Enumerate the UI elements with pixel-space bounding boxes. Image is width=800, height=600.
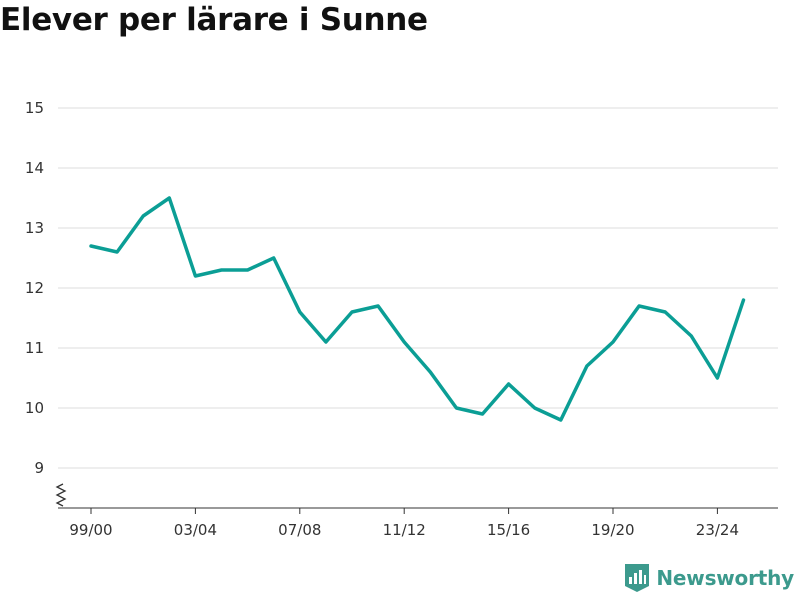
x-tick-label: 03/04 bbox=[174, 521, 217, 539]
y-tick-label: 14 bbox=[25, 159, 44, 177]
axis-break-marker bbox=[55, 483, 67, 507]
x-tick-label: 07/08 bbox=[278, 521, 321, 539]
x-tick-label: 99/00 bbox=[69, 521, 112, 539]
brand-name: Newsworthy bbox=[656, 566, 794, 590]
x-tick-label: 23/24 bbox=[696, 521, 739, 539]
y-tick-label: 13 bbox=[25, 219, 44, 237]
x-tick-label: 19/20 bbox=[591, 521, 634, 539]
y-tick-label: 10 bbox=[25, 399, 44, 417]
series-line bbox=[89, 196, 746, 422]
y-tick-label: 15 bbox=[25, 99, 44, 117]
y-tick-label: 12 bbox=[25, 279, 44, 297]
chart-title: Elever per lärare i Sunne bbox=[0, 2, 428, 38]
newsworthy-logo: Newsworthy bbox=[624, 562, 794, 594]
x-tick-label: 15/16 bbox=[487, 521, 530, 539]
bar-chart-bookmark-icon bbox=[625, 564, 650, 592]
y-tick-label: 9 bbox=[34, 459, 44, 477]
y-tick-label: 11 bbox=[25, 339, 44, 357]
x-tick-label: 11/12 bbox=[383, 521, 426, 539]
